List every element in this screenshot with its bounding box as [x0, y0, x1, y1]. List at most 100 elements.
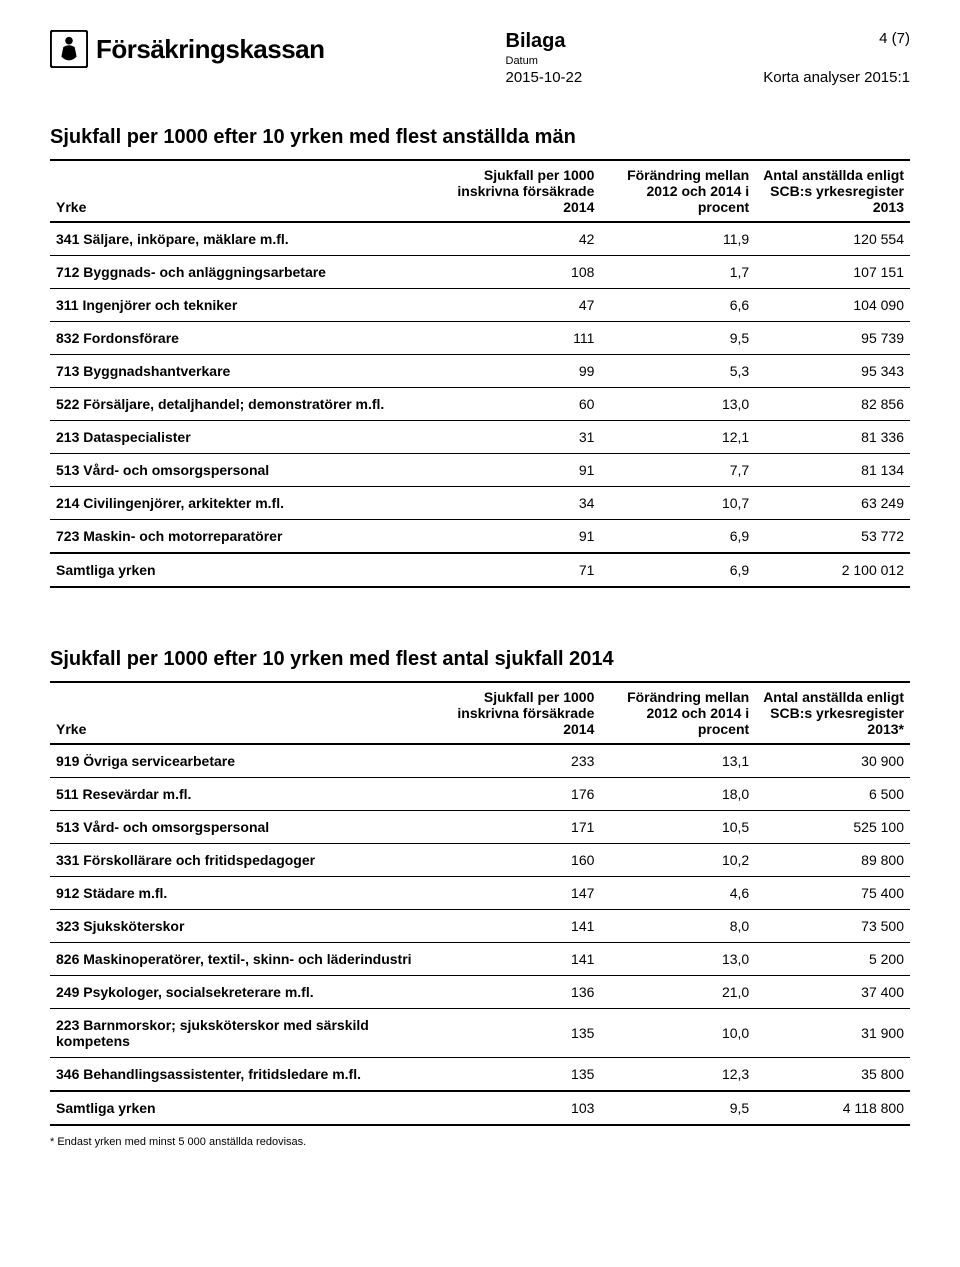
cell-sjukfall: 160 — [446, 844, 601, 877]
cell-antal: 63 249 — [755, 487, 910, 520]
org-name: Försäkringskassan — [96, 34, 325, 65]
cell-sjukfall: 34 — [446, 487, 601, 520]
cell-antal: 37 400 — [755, 976, 910, 1009]
cell-forandring: 7,7 — [600, 454, 755, 487]
cell-forandring: 8,0 — [600, 910, 755, 943]
table-row: 346 Behandlingsassistenter, fritidsledar… — [50, 1058, 910, 1092]
cell-forandring: 4,6 — [600, 877, 755, 910]
cell-forandring: 6,9 — [600, 520, 755, 554]
cell-antal: 104 090 — [755, 289, 910, 322]
cell-yrke: 522 Försäljare, detaljhandel; demonstrat… — [50, 388, 446, 421]
cell-forandring: 13,1 — [600, 744, 755, 778]
cell-antal: 5 200 — [755, 943, 910, 976]
cell-yrke: 223 Barnmorskor; sjuksköterskor med särs… — [50, 1009, 446, 1058]
page-header: Försäkringskassan Bilaga Datum 2015-10-2… — [50, 30, 910, 86]
bilaga-label: Bilaga — [506, 30, 583, 53]
cell-yrke: 713 Byggnadshantverkare — [50, 355, 446, 388]
cell-antal: 95 739 — [755, 322, 910, 355]
th-yrke: Yrke — [50, 682, 446, 744]
table-row: 214 Civilingenjörer, arkitekter m.fl.341… — [50, 487, 910, 520]
cell-sjukfall: 136 — [446, 976, 601, 1009]
cell-sjukfall: 31 — [446, 421, 601, 454]
cell-antal: 82 856 — [755, 388, 910, 421]
cell-antal: 53 772 — [755, 520, 910, 554]
table-row: 323 Sjuksköterskor1418,073 500 — [50, 910, 910, 943]
cell-antal: 6 500 — [755, 778, 910, 811]
table-row: 912 Städare m.fl.1474,675 400 — [50, 877, 910, 910]
th-antal: Antal anställda enligt SCB:s yrkesregist… — [755, 160, 910, 222]
table-total-row: Samtliga yrken1039,54 118 800 — [50, 1091, 910, 1125]
th-antal: Antal anställda enligt SCB:s yrkesregist… — [755, 682, 910, 744]
cell-antal: 31 900 — [755, 1009, 910, 1058]
cell-forandring: 12,3 — [600, 1058, 755, 1092]
cell-yrke: 311 Ingenjörer och tekniker — [50, 289, 446, 322]
table-row: 213 Dataspecialister3112,181 336 — [50, 421, 910, 454]
cell-antal: 81 336 — [755, 421, 910, 454]
cell-antal: 89 800 — [755, 844, 910, 877]
table-row: 331 Förskollärare och fritidspedagoger16… — [50, 844, 910, 877]
cell-forandring: 1,7 — [600, 256, 755, 289]
cell-sjukfall: 135 — [446, 1058, 601, 1092]
cell-forandring: 10,0 — [600, 1009, 755, 1058]
table-row: 919 Övriga servicearbetare23313,130 900 — [50, 744, 910, 778]
header-right: 4 (7) Korta analyser 2015:1 — [763, 30, 910, 86]
table-row: 522 Försäljare, detaljhandel; demonstrat… — [50, 388, 910, 421]
table-row: 341 Säljare, inköpare, mäklare m.fl.4211… — [50, 222, 910, 256]
th-sjukfall: Sjukfall per 1000 inskrivna försäkrade 2… — [446, 682, 601, 744]
cell-yrke: 213 Dataspecialister — [50, 421, 446, 454]
cell-sjukfall: 233 — [446, 744, 601, 778]
table1: Yrke Sjukfall per 1000 inskrivna försäkr… — [50, 159, 910, 588]
cell-forandring: 10,7 — [600, 487, 755, 520]
header-center: Bilaga Datum 2015-10-22 — [506, 30, 583, 86]
table1-title: Sjukfall per 1000 efter 10 yrken med fle… — [50, 126, 910, 149]
cell-forandring: 10,2 — [600, 844, 755, 877]
cell-yrke: 513 Vård- och omsorgspersonal — [50, 454, 446, 487]
cell-sjukfall: 147 — [446, 877, 601, 910]
table-row: 712 Byggnads- och anläggningsarbetare108… — [50, 256, 910, 289]
cell-antal: 2 100 012 — [755, 553, 910, 587]
cell-antal: 30 900 — [755, 744, 910, 778]
datum-value: 2015-10-22 — [506, 69, 583, 86]
cell-yrke: 511 Resevärdar m.fl. — [50, 778, 446, 811]
cell-yrke: 331 Förskollärare och fritidspedagoger — [50, 844, 446, 877]
cell-sjukfall: 71 — [446, 553, 601, 587]
cell-forandring: 11,9 — [600, 222, 755, 256]
cell-forandring: 18,0 — [600, 778, 755, 811]
cell-sjukfall: 42 — [446, 222, 601, 256]
cell-yrke: 249 Psykologer, socialsekreterare m.fl. — [50, 976, 446, 1009]
cell-yrke: Samtliga yrken — [50, 1091, 446, 1125]
cell-forandring: 6,9 — [600, 553, 755, 587]
th-sjukfall: Sjukfall per 1000 inskrivna försäkrade 2… — [446, 160, 601, 222]
cell-yrke: 912 Städare m.fl. — [50, 877, 446, 910]
cell-yrke: 513 Vård- och omsorgspersonal — [50, 811, 446, 844]
table2-footnote: * Endast yrken med minst 5 000 anställda… — [50, 1136, 910, 1148]
cell-forandring: 5,3 — [600, 355, 755, 388]
table2-header-row: Yrke Sjukfall per 1000 inskrivna försäkr… — [50, 682, 910, 744]
cell-forandring: 9,5 — [600, 322, 755, 355]
table1-header-row: Yrke Sjukfall per 1000 inskrivna försäkr… — [50, 160, 910, 222]
table2-title: Sjukfall per 1000 efter 10 yrken med fle… — [50, 648, 910, 671]
cell-sjukfall: 111 — [446, 322, 601, 355]
cell-antal: 73 500 — [755, 910, 910, 943]
cell-forandring: 6,6 — [600, 289, 755, 322]
table2: Yrke Sjukfall per 1000 inskrivna försäkr… — [50, 681, 910, 1126]
th-yrke: Yrke — [50, 160, 446, 222]
cell-yrke: 323 Sjuksköterskor — [50, 910, 446, 943]
table-row: 723 Maskin- och motorreparatörer916,953 … — [50, 520, 910, 554]
cell-yrke: 832 Fordonsförare — [50, 322, 446, 355]
cell-antal: 120 554 — [755, 222, 910, 256]
cell-yrke: 214 Civilingenjörer, arkitekter m.fl. — [50, 487, 446, 520]
cell-sjukfall: 91 — [446, 454, 601, 487]
cell-sjukfall: 108 — [446, 256, 601, 289]
cell-antal: 95 343 — [755, 355, 910, 388]
table-row: 311 Ingenjörer och tekniker476,6104 090 — [50, 289, 910, 322]
cell-sjukfall: 99 — [446, 355, 601, 388]
cell-forandring: 13,0 — [600, 388, 755, 421]
subtitle: Korta analyser 2015:1 — [763, 69, 910, 86]
cell-yrke: 712 Byggnads- och anläggningsarbetare — [50, 256, 446, 289]
cell-sjukfall: 171 — [446, 811, 601, 844]
cell-yrke: 341 Säljare, inköpare, mäklare m.fl. — [50, 222, 446, 256]
cell-forandring: 13,0 — [600, 943, 755, 976]
cell-sjukfall: 176 — [446, 778, 601, 811]
logo-icon — [50, 30, 88, 68]
